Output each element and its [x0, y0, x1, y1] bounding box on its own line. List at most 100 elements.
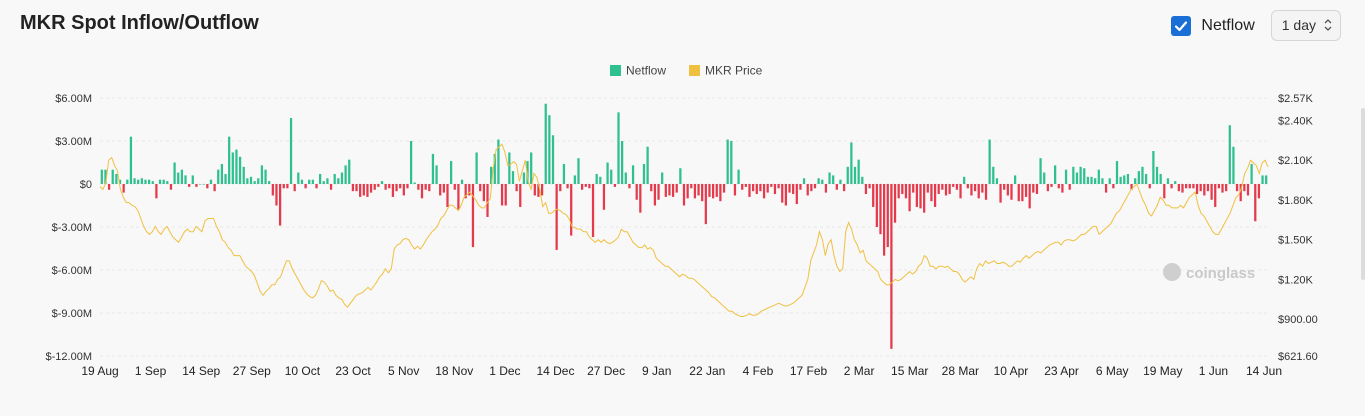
netflow-bar — [933, 184, 937, 207]
netflow-bar — [235, 149, 238, 184]
netflow-bar — [184, 175, 187, 184]
netflow-bar — [584, 184, 587, 187]
netflow-bar — [508, 152, 511, 184]
netflow-bar — [671, 184, 675, 197]
netflow-bar — [562, 163, 566, 184]
netflow-bar — [570, 184, 573, 236]
netflow-bar — [995, 178, 999, 184]
netflow-bar — [1250, 163, 1253, 184]
netflow-bar — [606, 162, 609, 184]
netflow-bar — [1257, 184, 1261, 199]
netflow-bar — [661, 172, 664, 184]
netflow-bar — [577, 158, 580, 184]
netflow-bar — [304, 184, 307, 189]
netflow-bar — [231, 152, 234, 184]
netflow-bar — [773, 184, 777, 195]
netflow-bar — [519, 184, 522, 207]
netflow-bar — [1068, 184, 1071, 190]
right-tick-label: $2.40K — [1278, 116, 1314, 128]
netflow-bar — [882, 184, 886, 256]
netflow-bar — [912, 184, 915, 193]
netflow-bar — [864, 184, 868, 195]
netflow-bar — [853, 166, 857, 184]
netflow-bar — [715, 184, 718, 197]
netflow-bar — [515, 184, 518, 192]
x-tick-label: 10 Oct — [285, 364, 321, 378]
netflow-bar — [220, 163, 224, 184]
page-title: MKR Spot Inflow/Outflow — [20, 12, 259, 34]
netflow-bar — [395, 184, 398, 192]
netflow-bar — [449, 161, 453, 184]
netflow-bar — [428, 184, 431, 192]
netflow-bar — [1090, 176, 1093, 184]
netflow-bar — [297, 172, 300, 184]
netflow-bar — [1134, 178, 1137, 184]
netflow-bar — [126, 179, 129, 184]
netflow-bar — [217, 169, 220, 184]
netflow-bar — [668, 184, 671, 196]
interval-select[interactable]: 1 day — [1270, 10, 1341, 41]
netflow-bar — [817, 178, 820, 184]
netflow-bar — [664, 184, 667, 197]
netflow-bar — [242, 166, 245, 184]
netflow-bar — [602, 184, 606, 210]
netflow-bar — [599, 176, 602, 184]
x-tick-label: 10 Apr — [994, 364, 1029, 378]
netflow-bar — [631, 165, 635, 184]
netflow-bar — [144, 179, 147, 184]
netflow-bar — [613, 184, 616, 187]
x-tick-label: 1 Dec — [489, 364, 520, 378]
netflow-bar — [762, 184, 766, 199]
netflow-bar — [1104, 184, 1108, 193]
netflow-bar — [1148, 184, 1151, 189]
netflow-bar — [282, 184, 285, 189]
x-tick-label: 5 Nov — [388, 364, 419, 378]
netflow-bar — [981, 184, 984, 193]
netflow-bar — [872, 184, 875, 207]
page-scrollbar[interactable] — [1361, 108, 1365, 280]
netflow-bar — [821, 179, 824, 184]
left-tick-label: $0 — [80, 179, 92, 191]
netflow-bar — [402, 184, 405, 196]
netflow-bar — [770, 184, 773, 187]
netflow-bar — [155, 184, 158, 199]
netflow-bar — [890, 184, 893, 349]
netflow-bar — [828, 172, 831, 184]
netflow-bar — [992, 166, 995, 184]
netflow-bar — [621, 141, 624, 184]
netflow-bar — [169, 184, 173, 190]
netflow-checkbox[interactable] — [1171, 15, 1192, 36]
netflow-bar — [1174, 181, 1177, 184]
netflow-bar — [533, 184, 536, 196]
netflow-bar — [588, 184, 591, 189]
netflow-bar — [741, 184, 744, 190]
netflow-bar — [806, 184, 809, 196]
chart-legend[interactable]: Netflow MKR Price — [610, 64, 763, 78]
netflow-bar — [333, 173, 336, 184]
x-tick-label: 14 Dec — [536, 364, 574, 378]
netflow-bar — [955, 184, 959, 190]
netflow-bar — [548, 115, 551, 184]
x-tick-label: 15 Mar — [891, 364, 928, 378]
netflow-bar — [1141, 166, 1144, 184]
netflow-bar — [1123, 175, 1126, 184]
netflow-bar — [988, 139, 991, 184]
netflow-checkbox-label[interactable]: Netflow — [1201, 16, 1255, 34]
netflow-bar — [195, 184, 198, 187]
netflow-bar — [133, 178, 136, 184]
netflow-bar — [744, 184, 747, 187]
netflow-bar — [1075, 172, 1079, 184]
netflow-bar — [802, 178, 806, 184]
netflow-bar — [879, 184, 882, 235]
netflow-bar — [679, 168, 682, 184]
left-tick-label: $-3.00M — [52, 222, 92, 234]
netflow-bar — [1079, 166, 1082, 184]
netflow-bar — [442, 184, 445, 193]
right-tick-label: $2.57K — [1278, 93, 1314, 105]
netflow-bar — [966, 184, 969, 189]
x-tick-label: 1 Jun — [1199, 364, 1228, 378]
netflow-bar — [173, 162, 176, 184]
left-tick-label: $6.00M — [55, 93, 92, 105]
netflow-bar — [726, 139, 729, 184]
netflow-bar — [591, 184, 595, 238]
